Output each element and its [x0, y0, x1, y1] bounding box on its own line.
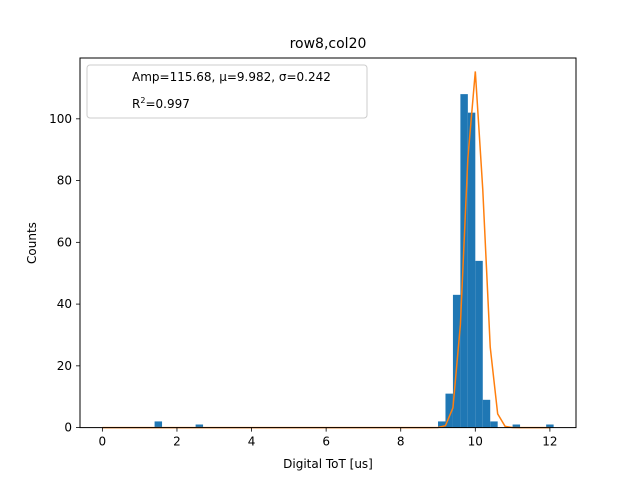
- chart-title: row8,col20: [290, 36, 367, 52]
- histogram-bar: [512, 424, 521, 428]
- x-tick-label: 6: [322, 435, 330, 449]
- histogram-bar: [154, 421, 163, 428]
- y-tick-label: 80: [57, 174, 72, 188]
- legend-r-squared: R2=0.997: [132, 96, 190, 111]
- legend-box: [86, 64, 368, 119]
- legend: Amp=115.68, μ=9.982, σ=0.242 R2=0.997: [86, 64, 368, 119]
- y-tick-label: 100: [49, 112, 72, 126]
- legend-r-squared-exponent: 2: [140, 96, 145, 105]
- x-tick-label: 0: [99, 435, 107, 449]
- legend-fit-params: Amp=115.68, μ=9.982, σ=0.242: [132, 70, 331, 84]
- y-tick-label: 60: [57, 235, 72, 249]
- y-axis-ticks: 0 20 40 60 80 100: [49, 112, 80, 435]
- legend-r-squared-value: =0.997: [145, 97, 189, 111]
- histogram-bar: [475, 260, 483, 428]
- y-axis-label: Counts: [25, 222, 39, 264]
- x-axis-ticks: 0 2 4 6 8 10 12: [99, 427, 558, 449]
- histogram-bar: [482, 399, 491, 428]
- legend-r-squared-symbol: R: [132, 97, 140, 111]
- y-tick-label: 20: [57, 359, 72, 373]
- y-tick-label: 0: [64, 421, 72, 435]
- histogram-bar: [460, 94, 468, 428]
- histogram-bar: [467, 112, 476, 428]
- histogram-bar: [445, 393, 453, 428]
- x-tick-label: 10: [468, 435, 483, 449]
- y-tick-label: 40: [57, 297, 72, 311]
- histogram-bar: [546, 424, 554, 428]
- histogram-bar: [490, 421, 498, 428]
- x-tick-label: 12: [542, 435, 557, 449]
- histogram-bar: [195, 424, 204, 428]
- plot-frame: [79, 57, 577, 429]
- x-tick-label: 4: [248, 435, 256, 449]
- x-axis-label: Digital ToT [us]: [283, 457, 373, 471]
- histogram-bar: [438, 421, 446, 428]
- x-tick-label: 8: [397, 435, 405, 449]
- x-tick-label: 2: [173, 435, 181, 449]
